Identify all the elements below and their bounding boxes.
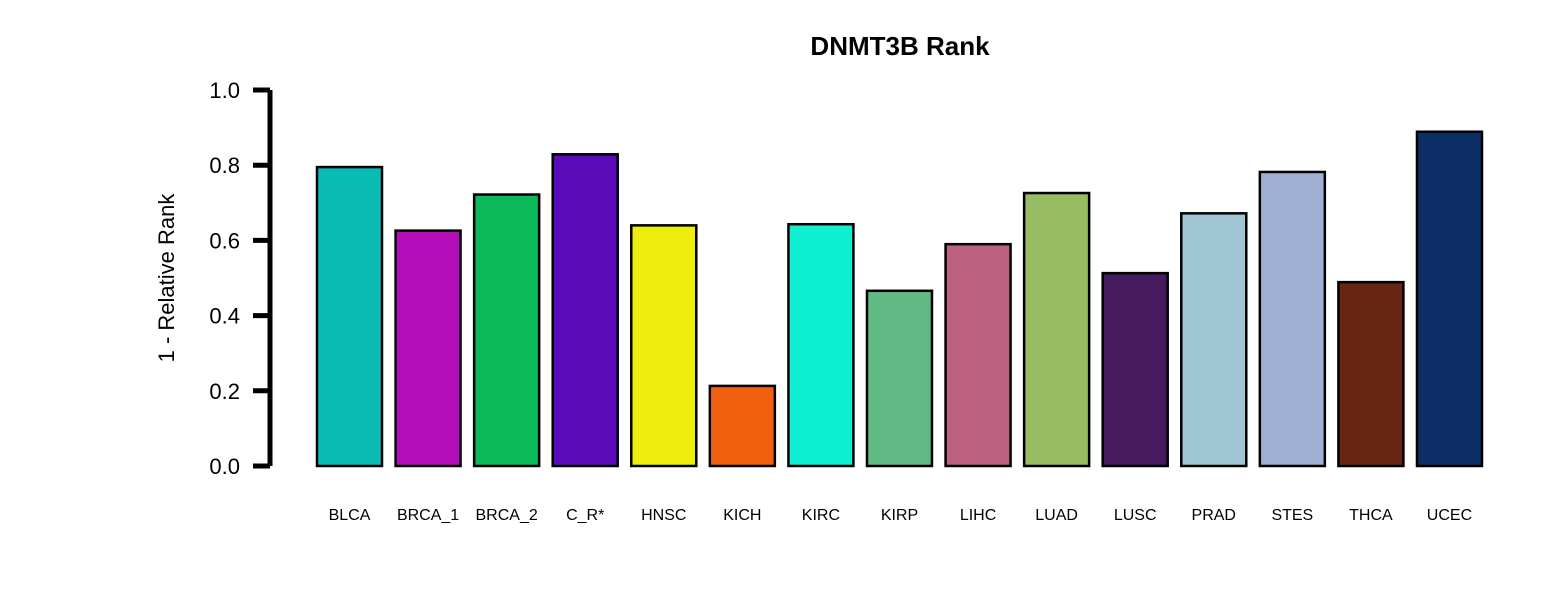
bar-lusc [1101, 271, 1169, 468]
bar-hnsc [630, 224, 698, 468]
x-tick-labels: BLCA BRCA_1 BRCA_2 C_R* HNSC KICH KIRC KIRP LIHC… [329, 507, 1473, 524]
x-tick-label: UCEC [1427, 507, 1472, 524]
x-tick-label: KICH [723, 507, 761, 524]
y-tick-label: 0.6 [209, 228, 240, 253]
y-axis: 0.0 0.2 0.4 0.6 0.8 1.0 [209, 78, 273, 479]
bar-prad [1180, 212, 1248, 468]
chart-title: DNMT3B Rank [810, 31, 990, 61]
bar-blca [315, 165, 384, 468]
bar-brca-2 [472, 193, 541, 468]
bar-thca [1337, 280, 1405, 468]
x-tick-label: C_R* [566, 507, 604, 524]
y-tick-label: 0.0 [209, 454, 240, 479]
y-tick-label: 0.4 [209, 304, 240, 329]
x-tick-label: HNSC [641, 507, 686, 524]
bar-luad [1022, 191, 1091, 468]
bar-kirc [787, 222, 855, 468]
x-tick-label: LUAD [1035, 507, 1078, 524]
x-tick-label: THCA [1349, 507, 1393, 524]
y-tick-label: 1.0 [209, 78, 240, 103]
y-axis-label: 1 - Relative Rank [154, 193, 179, 363]
x-tick-label: BLCA [329, 507, 371, 524]
x-tick-label: KIRC [802, 507, 840, 524]
x-tick-label: PRAD [1192, 507, 1236, 524]
x-tick-label: STES [1271, 507, 1313, 524]
bar-kirp [865, 289, 934, 468]
x-tick-label: BRCA_1 [397, 507, 459, 524]
bar-stes [1258, 170, 1327, 468]
bar-ucec [1415, 130, 1484, 468]
bar-brca-1 [394, 229, 462, 468]
x-tick-label: LIHC [960, 507, 996, 524]
y-tick-label: 0.8 [209, 153, 240, 178]
x-tick-label: KIRP [881, 507, 918, 524]
x-tick-label: BRCA_2 [476, 507, 538, 524]
bars-group [315, 130, 1484, 468]
bar-kich [708, 384, 777, 468]
bar-c-r [551, 153, 619, 468]
bar-lihc [944, 242, 1012, 468]
x-tick-label: LUSC [1114, 507, 1157, 524]
y-tick-label: 0.2 [209, 379, 240, 404]
